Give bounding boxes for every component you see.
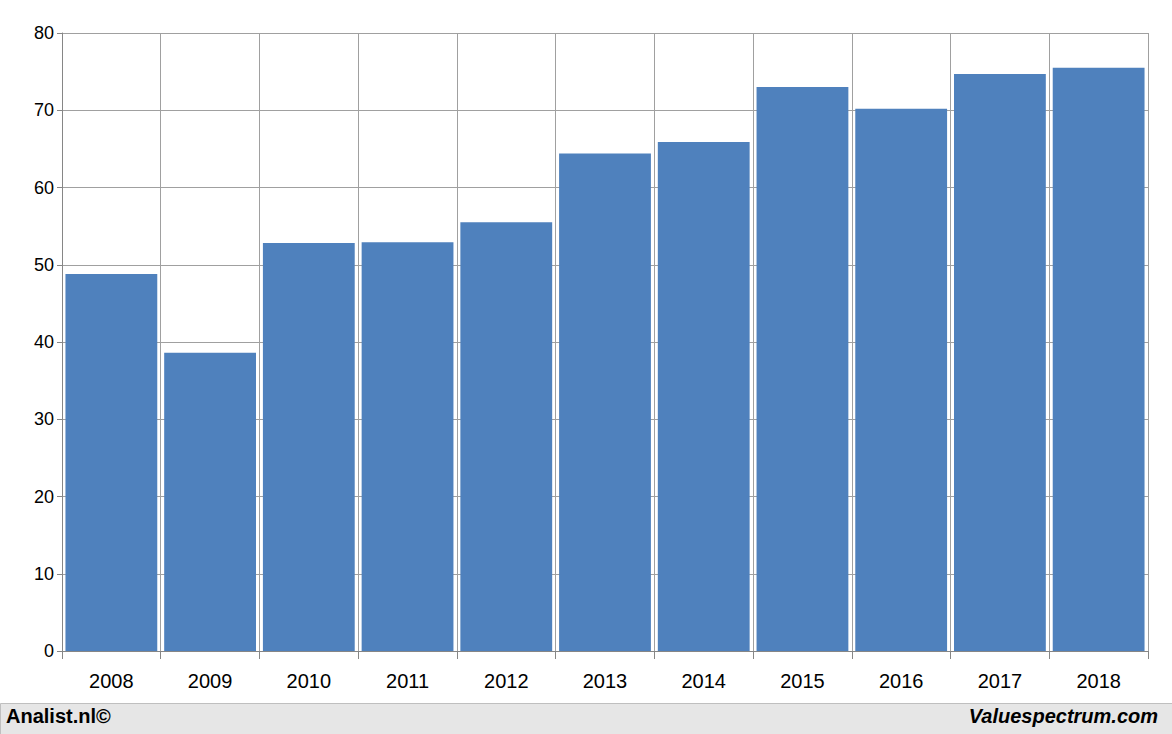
svg-text:2017: 2017 bbox=[978, 670, 1023, 692]
svg-text:70: 70 bbox=[34, 100, 54, 120]
svg-text:Analist.nl©: Analist.nl© bbox=[6, 705, 111, 727]
svg-text:2016: 2016 bbox=[879, 670, 924, 692]
svg-text:30: 30 bbox=[34, 409, 54, 429]
svg-text:2008: 2008 bbox=[89, 670, 134, 692]
svg-text:Valuespectrum.com: Valuespectrum.com bbox=[969, 705, 1158, 727]
svg-text:20: 20 bbox=[34, 487, 54, 507]
svg-text:2011: 2011 bbox=[386, 670, 429, 692]
svg-text:2012: 2012 bbox=[484, 670, 529, 692]
svg-text:40: 40 bbox=[34, 332, 54, 352]
svg-text:10: 10 bbox=[34, 564, 54, 584]
svg-text:2013: 2013 bbox=[583, 670, 628, 692]
svg-text:60: 60 bbox=[34, 178, 54, 198]
svg-text:2014: 2014 bbox=[681, 670, 726, 692]
svg-text:2015: 2015 bbox=[780, 670, 825, 692]
svg-text:50: 50 bbox=[34, 255, 54, 275]
svg-text:0: 0 bbox=[44, 641, 54, 661]
svg-text:80: 80 bbox=[34, 23, 54, 43]
svg-text:2009: 2009 bbox=[188, 670, 233, 692]
svg-text:2010: 2010 bbox=[287, 670, 332, 692]
svg-text:2018: 2018 bbox=[1076, 670, 1121, 692]
